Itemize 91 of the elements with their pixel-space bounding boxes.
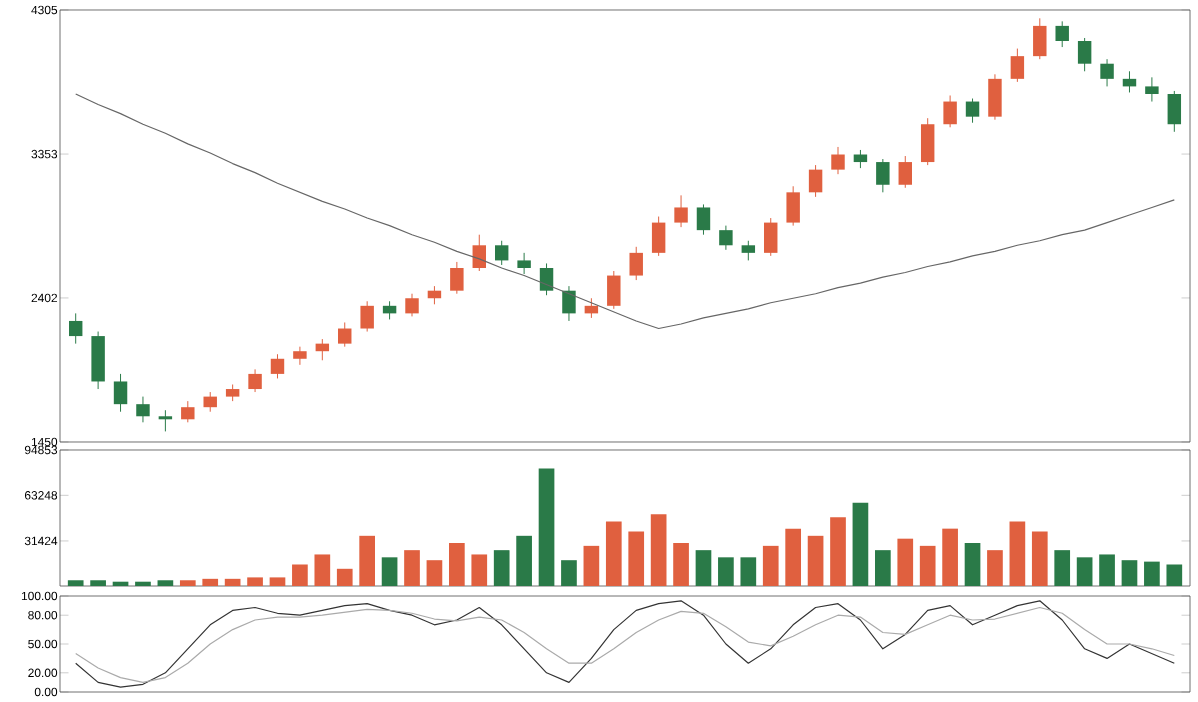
candlestick: [965, 98, 980, 124]
candlestick: [539, 262, 554, 296]
candlestick: [741, 240, 756, 261]
candlestick: [920, 117, 935, 166]
bar: [942, 528, 958, 586]
bar: [1031, 531, 1048, 586]
bar: [471, 554, 488, 586]
bar: [987, 550, 1003, 586]
candlestick: [943, 94, 957, 128]
candlestick: [876, 158, 890, 193]
bar: [67, 580, 84, 586]
bar: [919, 545, 936, 586]
bar: [179, 580, 196, 586]
candlestick: [719, 225, 733, 251]
bar: [516, 535, 532, 586]
candlestick: [494, 240, 509, 266]
candlestick: [808, 164, 823, 198]
bar: [493, 550, 510, 586]
candlestick: [270, 353, 285, 379]
bar: [695, 550, 712, 586]
bar: [605, 521, 622, 586]
bar: [673, 542, 689, 586]
candlestick: [248, 368, 262, 393]
candlestick: [898, 155, 912, 189]
bar: [785, 528, 802, 586]
bar: [852, 502, 869, 586]
candlestick: [203, 391, 217, 413]
bar: [561, 560, 577, 586]
candlestick: [1055, 20, 1069, 48]
bar: [964, 542, 981, 586]
candlestick: [405, 293, 419, 317]
candlestick: [91, 331, 105, 390]
candlestick: [1167, 90, 1182, 133]
candlestick: [338, 321, 352, 348]
bar: [762, 545, 779, 586]
bar: [1054, 550, 1071, 586]
bar: [1009, 521, 1026, 586]
candlestick: [764, 217, 778, 257]
candlestick: [786, 185, 800, 227]
candlestick: [113, 373, 128, 413]
bar: [1144, 561, 1160, 586]
bar: [628, 531, 645, 586]
candlestick: [674, 194, 688, 228]
candlestick: [136, 396, 150, 423]
bar: [897, 538, 914, 586]
candlestick: [1077, 37, 1092, 72]
bar: [1099, 554, 1115, 586]
bar: [718, 557, 734, 586]
candlestick: [988, 73, 1002, 121]
bar: [381, 557, 398, 586]
candlestick: [68, 312, 83, 345]
candlestick: [360, 300, 374, 333]
candlestick: [1033, 17, 1047, 60]
candlestick: [651, 216, 666, 257]
bar: [336, 568, 353, 586]
bar: [202, 578, 219, 586]
bar: [224, 578, 241, 586]
bar: [404, 550, 420, 586]
bar: [269, 577, 286, 586]
candlestick: [472, 234, 486, 272]
candlestick: [158, 409, 173, 432]
candlestick: [562, 285, 576, 322]
bar: [449, 542, 465, 586]
bar: [90, 580, 106, 586]
bar: [359, 535, 376, 586]
bar: [1121, 560, 1138, 586]
bar: [538, 468, 555, 586]
candlestick: [696, 203, 711, 236]
bar: [292, 564, 308, 586]
candlestick: [1010, 48, 1025, 83]
bar: [1166, 564, 1183, 586]
candlestick: [831, 146, 845, 175]
candlestick: [1100, 58, 1114, 87]
bar: [1076, 557, 1093, 586]
candlestick: [607, 270, 621, 310]
bar: [583, 545, 600, 586]
bar: [157, 580, 174, 586]
bar: [314, 554, 331, 586]
bar: [247, 577, 263, 586]
bar: [830, 517, 846, 586]
candlestick: [450, 261, 464, 295]
candlestick: [181, 400, 195, 423]
candlestick: [293, 346, 307, 366]
bar: [426, 560, 443, 586]
candlestick: [1145, 76, 1159, 103]
bar: [807, 535, 824, 586]
bar: [740, 557, 757, 586]
bar: [650, 514, 667, 586]
candlestick: [629, 246, 643, 281]
candlestick: [517, 252, 531, 275]
bar: [874, 550, 891, 586]
